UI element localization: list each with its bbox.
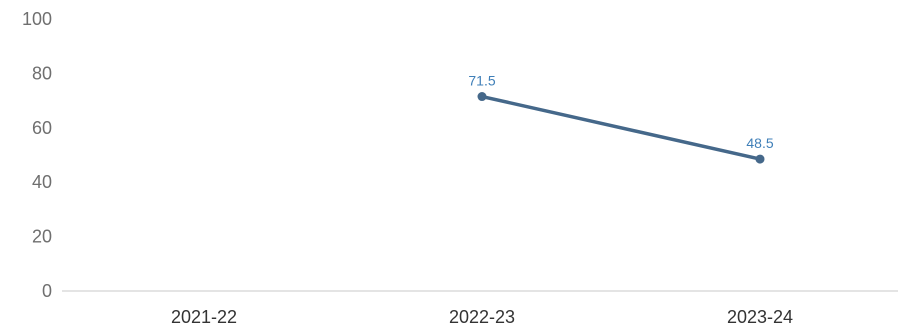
x-tick-label-2022-23: 2022-23 [449,307,515,327]
series-line [480,94,762,161]
y-tick-label-20: 20 [32,227,52,247]
y-tick-label-0: 0 [42,281,52,301]
x-tick-label-2021-22: 2021-22 [171,307,237,327]
y-tick-label-80: 80 [32,63,52,83]
y-tick-label-100: 100 [22,9,52,29]
y-tick-label-40: 40 [32,172,52,192]
y-tick-label-60: 60 [32,118,52,138]
data-point-2023-24 [755,154,765,164]
data-point-2022-23 [477,92,487,102]
x-tick-label-2023-24: 2023-24 [727,307,793,327]
data-label-2022-23: 71.5 [468,73,495,89]
data-label-2023-24: 48.5 [746,135,773,151]
